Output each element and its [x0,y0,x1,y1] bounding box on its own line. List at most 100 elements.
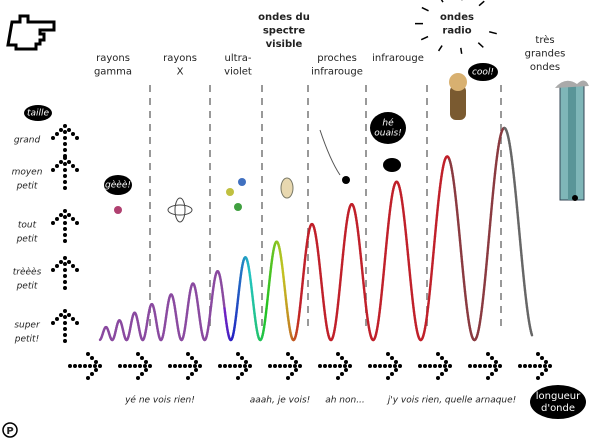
arrow-dot [63,174,67,178]
arrow-dot [343,364,347,368]
arrow-dot [290,372,294,376]
arrow-dot [67,128,71,132]
arrow-dot [428,364,432,368]
arrow-dot [286,376,290,380]
arrow-dot [494,360,498,364]
arrow-dot [348,364,352,368]
arrow-dot [63,262,67,266]
arrow-dot [118,364,122,368]
column-label: très [535,34,554,46]
arrow-dot [544,368,548,372]
arrow-dot [438,364,442,368]
arrow-dot [51,221,55,225]
arrow-dot [59,213,63,217]
arrow-dot [494,368,498,372]
scale-level: grand [14,136,41,146]
arrow-dot [63,227,67,231]
arrow-dot [63,339,67,343]
caption: aaah, je vois! [250,396,311,406]
arrow-dot [63,274,67,278]
arrow-dot [190,372,194,376]
arrow-dot [186,352,190,356]
scale-level: moyen [12,168,43,178]
arrow-dot [90,372,94,376]
arrow-dot [240,356,244,360]
molecule [226,188,234,196]
column-label: violet [224,67,252,78]
column-label: rayons [96,53,130,64]
arrow-dot [536,352,540,356]
arrow-dot [63,256,67,260]
arrow-dot [473,364,477,368]
tall-box-shade [568,85,576,200]
arrow-dot [63,168,67,172]
arrow-dot [268,364,272,368]
arrow-dot [193,364,197,368]
arrow-dot [538,364,542,368]
atom [167,204,193,216]
bacteria [280,177,294,199]
burst-ray [440,0,444,3]
arrow-dot [518,364,522,368]
arrow-dot [63,162,67,166]
arrow-dot [490,372,494,376]
arrow-dot [71,217,75,221]
column-label: ondes du [258,12,310,23]
arrow-dot [394,360,398,364]
arrow-dot [523,364,527,368]
molecule [234,203,242,211]
arrow-dot [488,364,492,368]
arrow-dot [298,364,302,368]
arrow-dot [243,364,247,368]
arrow-dot [63,239,67,243]
arrow-dot [83,364,87,368]
arrow-dot [540,372,544,376]
arrow-dot [444,360,448,364]
column-label: visible [266,39,303,50]
arrow-dot [136,376,140,380]
arrow-dot [63,286,67,290]
scale-level: petit [16,182,38,192]
arrow-dot [51,136,55,140]
arrow-dot [286,352,290,356]
arrow-dot [55,217,59,221]
arrow-dot [63,280,67,284]
arrow-dot [128,364,132,368]
scale-level: petit [16,235,38,245]
caption: j'y vois rien, quelle arnaque! [386,396,517,406]
arrow-dot [233,364,237,368]
arrow-dot [144,368,148,372]
arrow-dot [390,356,394,360]
arrow-dot [63,309,67,313]
arrow-dot [63,233,67,237]
speech-bubble [468,63,498,81]
character [450,85,466,120]
arrow-dot [388,364,392,368]
arrow-dot [63,221,67,225]
arrow-dot [288,364,292,368]
arrow-dot [59,313,63,317]
arrow-dot [498,364,502,368]
arrow-dot [98,364,102,368]
scale-title: taille [27,109,50,119]
burst-ray [477,42,484,48]
arrow-dot [478,364,482,368]
arrow-dot [71,164,75,168]
arrow-dot [140,356,144,360]
arrow-dot [344,360,348,364]
arrow-dot [63,148,67,152]
arrow-dot [444,368,448,372]
arrow-dot [336,352,340,356]
arrow-dot [493,364,497,368]
logo-circle [2,422,18,438]
caption: yé ne vois rien! [124,395,195,406]
arrow-dot [278,364,282,368]
arrow-dot [436,352,440,356]
arrow-dot [544,360,548,364]
arrow-dot [140,372,144,376]
molecule [238,178,246,186]
character-head [449,73,467,91]
arrow-dot [198,364,202,368]
arrow-dot [283,364,287,368]
arrow-dot [223,364,227,368]
